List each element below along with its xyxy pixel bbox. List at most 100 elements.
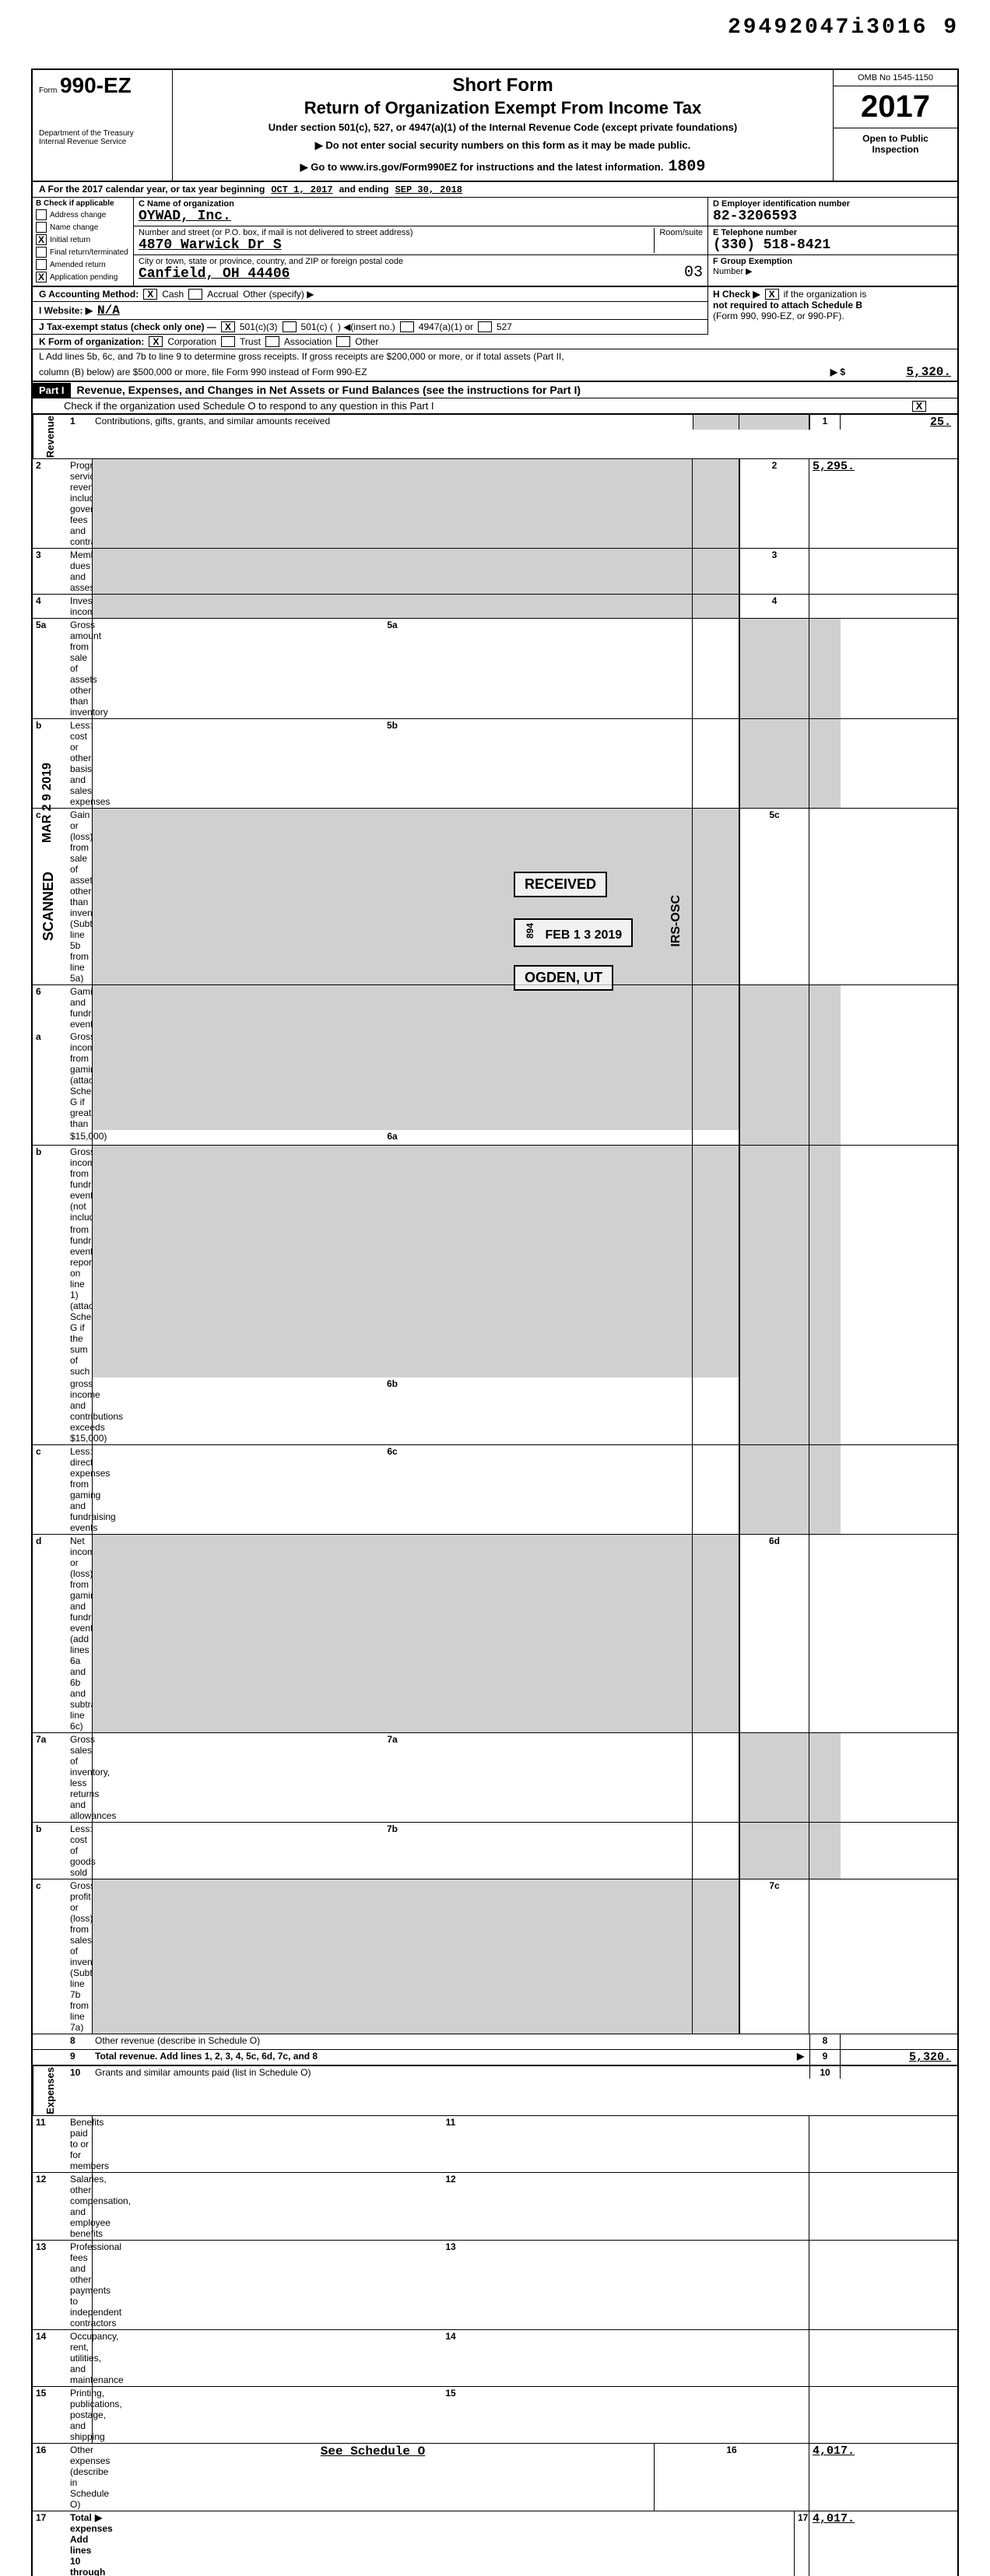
revenue-table: Revenue 1 Contributions, gifts, grants, … bbox=[31, 415, 959, 2576]
k-assoc-box[interactable] bbox=[265, 336, 279, 347]
j-501c: 501(c) ( bbox=[301, 321, 333, 332]
g-cash-box[interactable]: X bbox=[143, 289, 157, 300]
line-11: 11Benefits paid to or for members 11 bbox=[33, 2116, 957, 2173]
j-501c3-box[interactable]: X bbox=[221, 321, 235, 332]
chk-pending-box[interactable]: X bbox=[36, 272, 47, 283]
col-right: D Employer identification number 82-3206… bbox=[708, 198, 957, 286]
l15-mn: 15 bbox=[92, 2387, 809, 2443]
l2-desc: Program service revenue including govern… bbox=[67, 459, 92, 548]
g-accrual-box[interactable] bbox=[188, 289, 202, 300]
k-label: K Form of organization: bbox=[39, 336, 144, 347]
part1-check-box[interactable]: X bbox=[912, 401, 926, 412]
d-label: D Employer identification number bbox=[713, 199, 850, 209]
l1-mn: 1 bbox=[809, 415, 841, 430]
header-left: Form 990-EZ Department of the Treasury I… bbox=[33, 70, 173, 181]
chk-initial-box[interactable]: X bbox=[36, 234, 47, 245]
dept-treasury: Department of the Treasury bbox=[39, 129, 166, 138]
l11-no: 11 bbox=[33, 2116, 67, 2172]
j-501c-box[interactable] bbox=[283, 321, 297, 332]
l5b-desc: Less: cost or other basis and sales expe… bbox=[67, 719, 92, 808]
line-10: Expenses 10Grants and similar amounts pa… bbox=[33, 2066, 957, 2116]
e-cell: E Telephone number (330) 518-8421 bbox=[708, 226, 957, 255]
row-A-end: SEP 30, 2018 bbox=[395, 184, 462, 195]
chk-name-box[interactable] bbox=[36, 222, 47, 233]
j-4947-box[interactable] bbox=[400, 321, 414, 332]
l9-desc: Total revenue. Add lines 1, 2, 3, 4, 5c,… bbox=[92, 2050, 794, 2065]
open-public-1: Open to Public bbox=[837, 133, 954, 144]
l6a-desc: Gross income from gaming (attach Schedul… bbox=[67, 1030, 92, 1130]
line-6d: dNet income or (loss) from gaming and fu… bbox=[33, 1535, 957, 1733]
l17-no: 17 bbox=[33, 2511, 67, 2576]
l8-desc: Other revenue (describe in Schedule O) bbox=[92, 2034, 809, 2049]
f-cell: F Group Exemption Number ▶ bbox=[708, 255, 957, 278]
l17-mn: 17 bbox=[794, 2511, 809, 2576]
chk-final: Final return/terminated bbox=[36, 247, 130, 258]
side-date: MAR 2 9 2019 bbox=[40, 763, 54, 843]
c-label: C Name of organization bbox=[139, 199, 234, 209]
l6d-desc: Net income or (loss) from gaming and fun… bbox=[67, 1535, 92, 1732]
h-box[interactable]: X bbox=[765, 289, 779, 300]
l1-val: 25. bbox=[841, 415, 957, 430]
part1-check-text: Check if the organization used Schedule … bbox=[64, 400, 434, 412]
l8-val bbox=[841, 2034, 957, 2049]
dept-irs: Internal Revenue Service bbox=[39, 138, 166, 146]
l17-val: 4,017. bbox=[809, 2511, 841, 2576]
l2-no: 2 bbox=[33, 459, 67, 548]
f-label: F Group Exemption bbox=[713, 257, 792, 266]
row-A-begin: OCT 1, 2017 bbox=[271, 184, 332, 195]
l12-no: 12 bbox=[33, 2173, 67, 2240]
l12-val bbox=[809, 2173, 841, 2240]
g-cash: Cash bbox=[162, 289, 184, 300]
l3-val bbox=[809, 549, 841, 594]
l6d-mn: 6d bbox=[739, 1535, 809, 1732]
tax-year: 2017 bbox=[834, 86, 957, 128]
chk-address-box[interactable] bbox=[36, 209, 47, 220]
l3-mn: 3 bbox=[739, 549, 809, 594]
k-other-box[interactable] bbox=[336, 336, 350, 347]
line-5c: cGain or (loss) from sale of assets othe… bbox=[33, 809, 957, 985]
l6a-desc2: $15,000) bbox=[67, 1130, 92, 1145]
document-number: 29492047i3016 9 bbox=[728, 16, 959, 40]
l5c-desc: Gain or (loss) from sale of assets other… bbox=[67, 809, 92, 984]
j-527-box[interactable] bbox=[478, 321, 492, 332]
line-6c: cLess: direct expenses from gaming and f… bbox=[33, 1445, 957, 1535]
chk-final-box[interactable] bbox=[36, 247, 47, 258]
stamp-date-val: FEB 1 3 2019 bbox=[545, 928, 622, 942]
l5b-sn: 5b bbox=[92, 719, 693, 808]
l7a-sn: 7a bbox=[92, 1733, 693, 1822]
chk-amended-box[interactable] bbox=[36, 259, 47, 270]
row-J: J Tax-exempt status (check only one) — X… bbox=[33, 320, 708, 335]
l7c-mn: 7c bbox=[739, 1879, 809, 2034]
l7a-desc: Gross sales of inventory, less returns a… bbox=[67, 1733, 92, 1822]
k-trust-box[interactable] bbox=[221, 336, 235, 347]
line-6b-1: b Gross income from fundraising events (… bbox=[33, 1146, 957, 1223]
l5a-desc: Gross amount from sale of assets other t… bbox=[67, 619, 92, 718]
chk-pending-label: Application pending bbox=[50, 273, 118, 282]
h-line3: (Form 990, 990-EZ, or 990-PF). bbox=[713, 311, 953, 321]
l10-no: 10 bbox=[67, 2066, 92, 2079]
short-form-title: Short Form bbox=[182, 75, 823, 97]
row-A: A For the 2017 calendar year, or tax yea… bbox=[31, 182, 959, 198]
l14-val bbox=[809, 2330, 841, 2386]
l16-no: 16 bbox=[33, 2444, 67, 2511]
form-number: 990-EZ bbox=[60, 73, 132, 97]
l4-desc: Investment income bbox=[67, 595, 92, 618]
form-prefix: Form bbox=[39, 86, 57, 95]
l2-mn: 2 bbox=[739, 459, 809, 548]
hand-03: 03 bbox=[684, 264, 703, 282]
l5c-val bbox=[809, 809, 841, 984]
line-8: 8Other revenue (describe in Schedule O) … bbox=[33, 2034, 957, 2050]
org-name: OYWAD, Inc. bbox=[139, 209, 231, 224]
l4-no: 4 bbox=[33, 595, 67, 618]
l13-desc: Professional fees and other payments to … bbox=[67, 2241, 92, 2329]
l8-mn: 8 bbox=[809, 2034, 841, 2049]
k-corp-box[interactable]: X bbox=[149, 336, 163, 347]
chk-name: Name change bbox=[36, 222, 130, 233]
l4-mn: 4 bbox=[739, 595, 809, 618]
j-4947: 4947(a)(1) or bbox=[419, 321, 473, 332]
l16-desc: Other expenses (describe in Schedule O) bbox=[67, 2444, 92, 2511]
h-line1: H Check ▶ X if the organization is bbox=[713, 289, 953, 300]
l1-sub bbox=[693, 415, 739, 430]
revenue-side-label: Revenue bbox=[33, 415, 67, 458]
row-L-1: L Add lines 5b, 6c, and 7b to line 9 to … bbox=[31, 349, 959, 363]
